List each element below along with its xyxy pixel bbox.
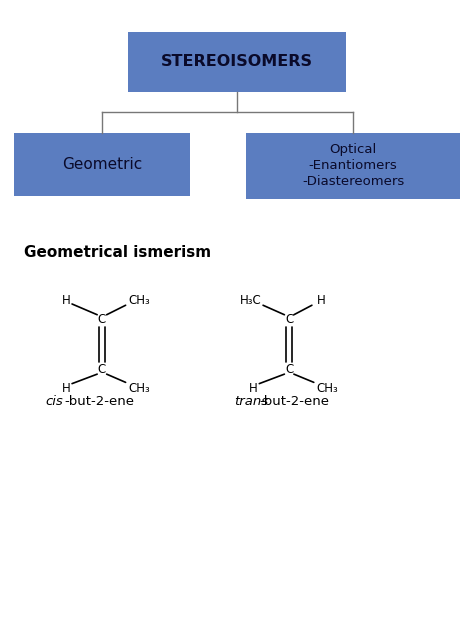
Text: -but-2-ene: -but-2-ene [64, 395, 134, 408]
FancyBboxPatch shape [128, 32, 346, 92]
Text: trans: trans [235, 395, 269, 408]
Text: CH₃: CH₃ [128, 382, 150, 395]
Text: CH₃: CH₃ [316, 382, 338, 395]
Text: Geometrical ismerism: Geometrical ismerism [24, 245, 211, 260]
Text: H: H [62, 382, 71, 395]
Text: C: C [285, 313, 293, 325]
Text: Optical
-Enantiomers
-Diastereomers: Optical -Enantiomers -Diastereomers [302, 143, 404, 188]
Text: C: C [98, 313, 106, 325]
Text: C: C [98, 363, 106, 376]
Text: H₃C: H₃C [239, 294, 261, 307]
Text: cis: cis [45, 395, 63, 408]
Text: STEREOISOMERS: STEREOISOMERS [161, 54, 313, 69]
Text: CH₃: CH₃ [128, 294, 150, 307]
FancyBboxPatch shape [14, 133, 190, 196]
Text: -but-2-ene: -but-2-ene [260, 395, 330, 408]
Text: H: H [62, 294, 71, 307]
Text: C: C [285, 363, 293, 376]
Text: Geometric: Geometric [62, 157, 142, 172]
Text: H: H [249, 382, 258, 395]
Text: H: H [317, 294, 326, 307]
FancyBboxPatch shape [246, 133, 460, 199]
